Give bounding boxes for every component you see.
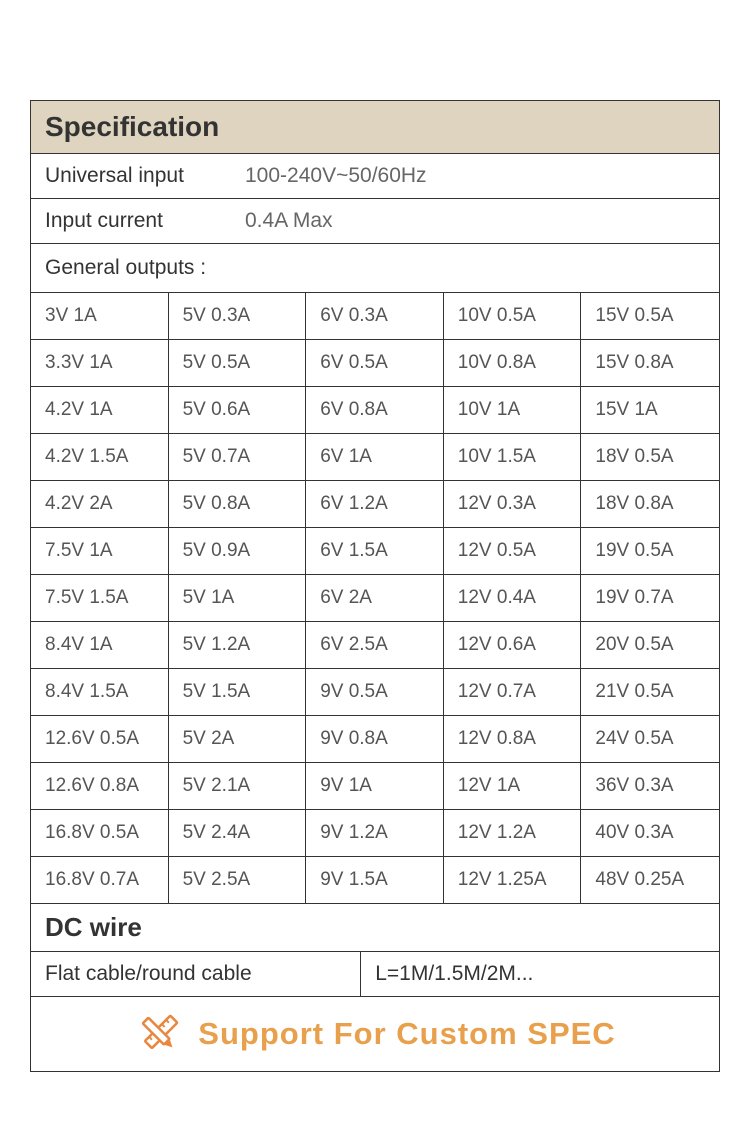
output-cell: 48V 0.25A (581, 857, 719, 904)
output-cell: 15V 0.5A (581, 293, 719, 340)
spec-header: Specification (31, 101, 719, 154)
output-cell: 8.4V 1A (31, 622, 169, 669)
output-cell: 9V 1A (306, 763, 444, 810)
output-cell: 6V 2.5A (306, 622, 444, 669)
outputs-grid: 3V 1A5V 0.3A6V 0.3A10V 0.5A15V 0.5A 3.3V … (31, 293, 719, 904)
output-cell: 5V 2.4A (169, 810, 307, 857)
output-cell: 12V 0.8A (444, 716, 582, 763)
output-cell: 15V 1A (581, 387, 719, 434)
output-cell: 5V 2.1A (169, 763, 307, 810)
output-cell: 5V 0.5A (169, 340, 307, 387)
output-cell: 10V 0.5A (444, 293, 582, 340)
output-cell: 12V 0.7A (444, 669, 582, 716)
output-cell: 5V 1.5A (169, 669, 307, 716)
output-cell: 6V 0.3A (306, 293, 444, 340)
output-cell: 5V 2.5A (169, 857, 307, 904)
dc-wire-row: Flat cable/round cable L=1M/1.5M/2M... (31, 952, 719, 997)
custom-spec-text: Support For Custom SPEC (198, 1016, 615, 1052)
universal-input-row: Universal input 100-240V~50/60Hz (31, 154, 719, 199)
output-cell: 6V 1A (306, 434, 444, 481)
output-cell: 5V 0.3A (169, 293, 307, 340)
output-cell: 40V 0.3A (581, 810, 719, 857)
output-cell: 5V 0.8A (169, 481, 307, 528)
custom-spec-row: Support For Custom SPEC (31, 997, 719, 1071)
output-cell: 18V 0.5A (581, 434, 719, 481)
output-cell: 10V 1.5A (444, 434, 582, 481)
dc-wire-header: DC wire (31, 904, 719, 952)
output-cell: 8.4V 1.5A (31, 669, 169, 716)
output-cell: 12V 1A (444, 763, 582, 810)
output-cell: 15V 0.8A (581, 340, 719, 387)
output-cell: 6V 0.8A (306, 387, 444, 434)
output-cell: 12V 1.2A (444, 810, 582, 857)
output-cell: 7.5V 1A (31, 528, 169, 575)
ruler-pencil-icon (134, 1009, 184, 1059)
output-cell: 7.5V 1.5A (31, 575, 169, 622)
output-cell: 19V 0.5A (581, 528, 719, 575)
output-cell: 19V 0.7A (581, 575, 719, 622)
output-cell: 16.8V 0.7A (31, 857, 169, 904)
universal-input-label: Universal input (31, 154, 231, 198)
output-cell: 6V 1.5A (306, 528, 444, 575)
output-cell: 5V 1A (169, 575, 307, 622)
output-cell: 9V 0.5A (306, 669, 444, 716)
dc-cable-label: Flat cable/round cable (31, 952, 361, 996)
output-cell: 6V 1.2A (306, 481, 444, 528)
output-cell: 10V 0.8A (444, 340, 582, 387)
output-cell: 36V 0.3A (581, 763, 719, 810)
dc-length-value: L=1M/1.5M/2M... (361, 952, 719, 996)
output-cell: 12V 0.4A (444, 575, 582, 622)
output-cell: 12V 0.6A (444, 622, 582, 669)
input-current-label: Input current (31, 199, 231, 243)
output-cell: 21V 0.5A (581, 669, 719, 716)
input-current-row: Input current 0.4A Max (31, 199, 719, 244)
output-cell: 5V 0.7A (169, 434, 307, 481)
output-cell: 4.2V 1A (31, 387, 169, 434)
output-cell: 12.6V 0.5A (31, 716, 169, 763)
output-cell: 12V 0.5A (444, 528, 582, 575)
output-cell: 4.2V 2A (31, 481, 169, 528)
output-cell: 9V 1.5A (306, 857, 444, 904)
output-cell: 24V 0.5A (581, 716, 719, 763)
output-cell: 12V 0.3A (444, 481, 582, 528)
output-cell: 6V 2A (306, 575, 444, 622)
specification-table: Specification Universal input 100-240V~5… (30, 100, 720, 1072)
output-cell: 5V 1.2A (169, 622, 307, 669)
output-cell: 16.8V 0.5A (31, 810, 169, 857)
input-current-value: 0.4A Max (231, 199, 719, 243)
output-cell: 12.6V 0.8A (31, 763, 169, 810)
universal-input-value: 100-240V~50/60Hz (231, 154, 719, 198)
output-cell: 5V 0.9A (169, 528, 307, 575)
output-cell: 12V 1.25A (444, 857, 582, 904)
output-cell: 5V 0.6A (169, 387, 307, 434)
output-cell: 9V 0.8A (306, 716, 444, 763)
output-cell: 5V 2A (169, 716, 307, 763)
output-cell: 20V 0.5A (581, 622, 719, 669)
output-cell: 6V 0.5A (306, 340, 444, 387)
output-cell: 3V 1A (31, 293, 169, 340)
output-cell: 3.3V 1A (31, 340, 169, 387)
output-cell: 18V 0.8A (581, 481, 719, 528)
output-cell: 4.2V 1.5A (31, 434, 169, 481)
dc-wire-title: DC wire (45, 912, 142, 942)
output-cell: 9V 1.2A (306, 810, 444, 857)
outputs-header: General outputs : (31, 244, 719, 293)
spec-title: Specification (45, 111, 219, 142)
output-cell: 10V 1A (444, 387, 582, 434)
